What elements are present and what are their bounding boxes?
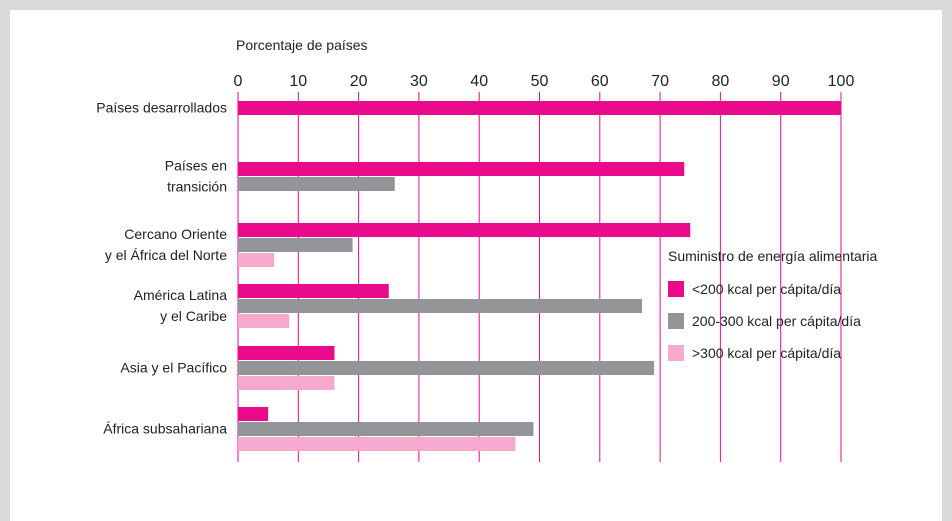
x-tick-label: 30 bbox=[410, 73, 428, 90]
bar bbox=[238, 299, 643, 313]
bar bbox=[238, 223, 691, 237]
legend-swatch bbox=[668, 313, 684, 329]
legend: Suministro de energía alimentaria <200 k… bbox=[668, 248, 878, 361]
bar bbox=[238, 314, 290, 328]
legend-label: <200 kcal per cápita/día bbox=[692, 281, 841, 297]
x-tick-labels: 0 10 20 30 40 50 60 70 80 90 100 bbox=[234, 73, 855, 90]
legend-label: >300 kcal per cápita/día bbox=[692, 345, 841, 361]
x-tick-label: 80 bbox=[712, 73, 730, 90]
category-label: transición bbox=[167, 179, 227, 195]
bar bbox=[238, 162, 685, 176]
category-label: y el África del Norte bbox=[105, 247, 227, 263]
bar bbox=[238, 253, 275, 267]
legend-label: 200-300 kcal per cápita/día bbox=[692, 313, 861, 329]
category-label: Países en bbox=[165, 158, 227, 174]
category-label: y el Caribe bbox=[160, 308, 227, 324]
x-tick-label: 50 bbox=[531, 73, 549, 90]
chart-card: Porcentaje de países 0 10 20 30 40 50 60 70 80 90… bbox=[10, 10, 942, 521]
category-label: América Latina bbox=[134, 287, 228, 303]
legend-swatch bbox=[668, 281, 684, 297]
bar bbox=[238, 376, 335, 390]
category-label: Países desarrollados bbox=[96, 100, 227, 116]
x-tick-label: 70 bbox=[651, 73, 669, 90]
bar-chart: Porcentaje de países 0 10 20 30 40 50 60 70 80 90… bbox=[96, 37, 878, 462]
bar bbox=[238, 346, 335, 360]
bar bbox=[238, 101, 841, 115]
bar bbox=[238, 361, 655, 375]
category-labels: Países desarrollados Países en transición C… bbox=[96, 100, 227, 437]
gridlines bbox=[237, 92, 842, 462]
category-label: Cercano Oriente bbox=[124, 226, 227, 242]
legend-swatch bbox=[668, 345, 684, 361]
x-axis-title: Porcentaje de países bbox=[236, 37, 368, 53]
bar bbox=[238, 422, 534, 436]
x-tick-label: 90 bbox=[772, 73, 790, 90]
bar bbox=[238, 177, 395, 191]
x-tick-label: 0 bbox=[234, 73, 243, 90]
x-tick-label: 20 bbox=[350, 73, 368, 90]
category-label: África subsahariana bbox=[103, 421, 227, 437]
x-tick-label: 100 bbox=[828, 73, 855, 90]
bars bbox=[238, 101, 841, 451]
bar bbox=[238, 238, 353, 252]
legend-title: Suministro de energía alimentaria bbox=[668, 248, 878, 264]
category-label: Asia y el Pacífico bbox=[120, 360, 227, 376]
x-tick-label: 10 bbox=[289, 73, 307, 90]
bar bbox=[238, 407, 269, 421]
x-tick-label: 60 bbox=[591, 73, 609, 90]
bar bbox=[238, 437, 516, 451]
x-tick-label: 40 bbox=[470, 73, 488, 90]
bar bbox=[238, 284, 389, 298]
